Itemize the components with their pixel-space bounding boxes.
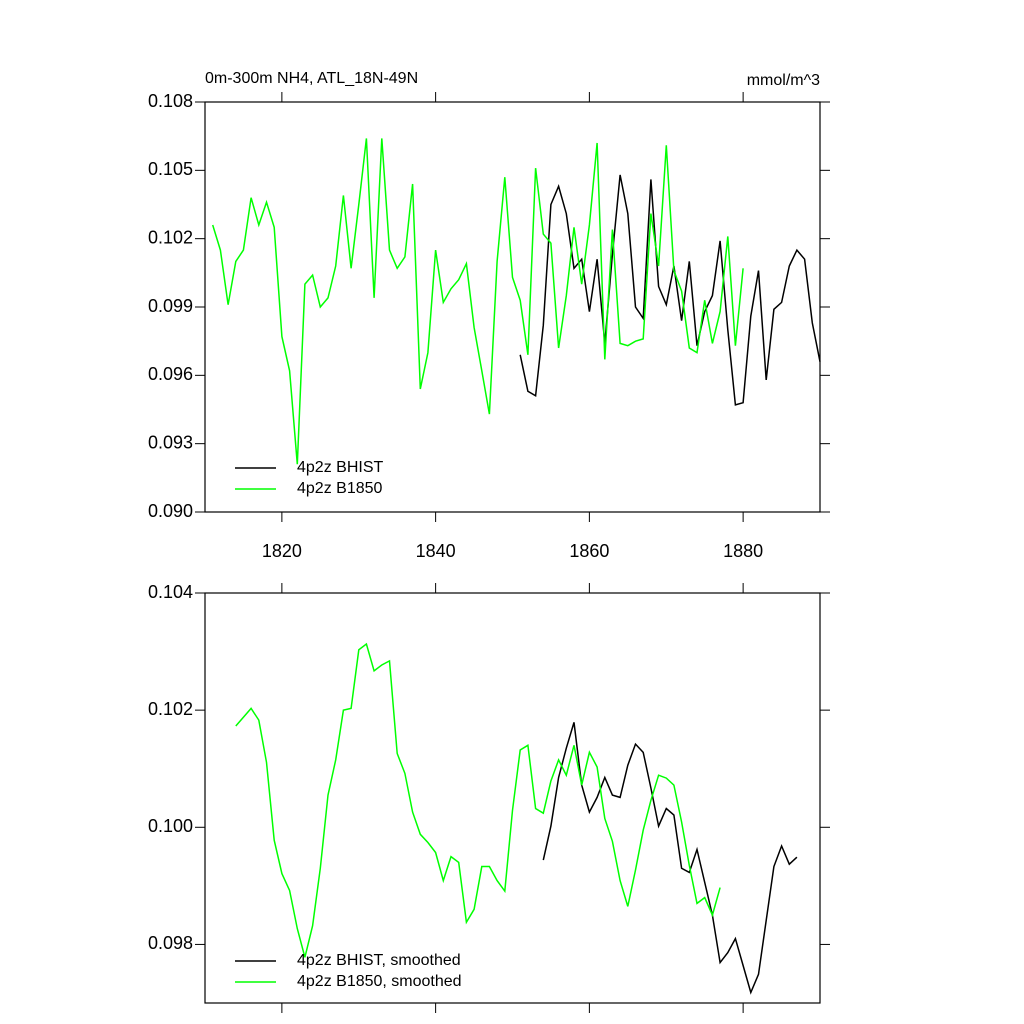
plot-frame: [204, 592, 821, 1004]
y-tick-label: 0.098: [148, 933, 193, 953]
y-tick-label: 0.108: [148, 91, 193, 111]
y-tick-label: 0.100: [148, 816, 193, 836]
y-tick-label: 0.104: [148, 582, 193, 602]
legend-label: 4p2z BHIST, smoothed: [297, 952, 461, 969]
units-label: mmol/m^3: [747, 72, 820, 89]
y-tick-label: 0.093: [148, 432, 193, 452]
x-tick-label: 1880: [723, 541, 763, 561]
y-tick-label: 0.102: [148, 227, 193, 247]
legend-label: 4p2z B1850: [297, 480, 383, 497]
y-tick-label: 0.099: [148, 296, 193, 316]
chart-title: 0m-300m NH4, ATL_18N-49N: [205, 70, 418, 87]
data-line: [235, 642, 721, 958]
x-tick-label: 1840: [416, 541, 456, 561]
y-tick-label: 0.102: [148, 699, 193, 719]
legend-label: 4p2z B1850, smoothed: [297, 973, 462, 990]
y-tick-label: 0.096: [148, 364, 193, 384]
x-tick-label: 1860: [569, 541, 609, 561]
y-tick-label: 0.105: [148, 159, 193, 179]
data-line: [211, 138, 744, 465]
x-tick-label: 1820: [262, 541, 302, 561]
legend-label: 4p2z BHIST: [297, 459, 383, 476]
data-line: [542, 722, 798, 995]
data-line: [519, 174, 821, 406]
y-tick-label: 0.090: [148, 501, 193, 521]
